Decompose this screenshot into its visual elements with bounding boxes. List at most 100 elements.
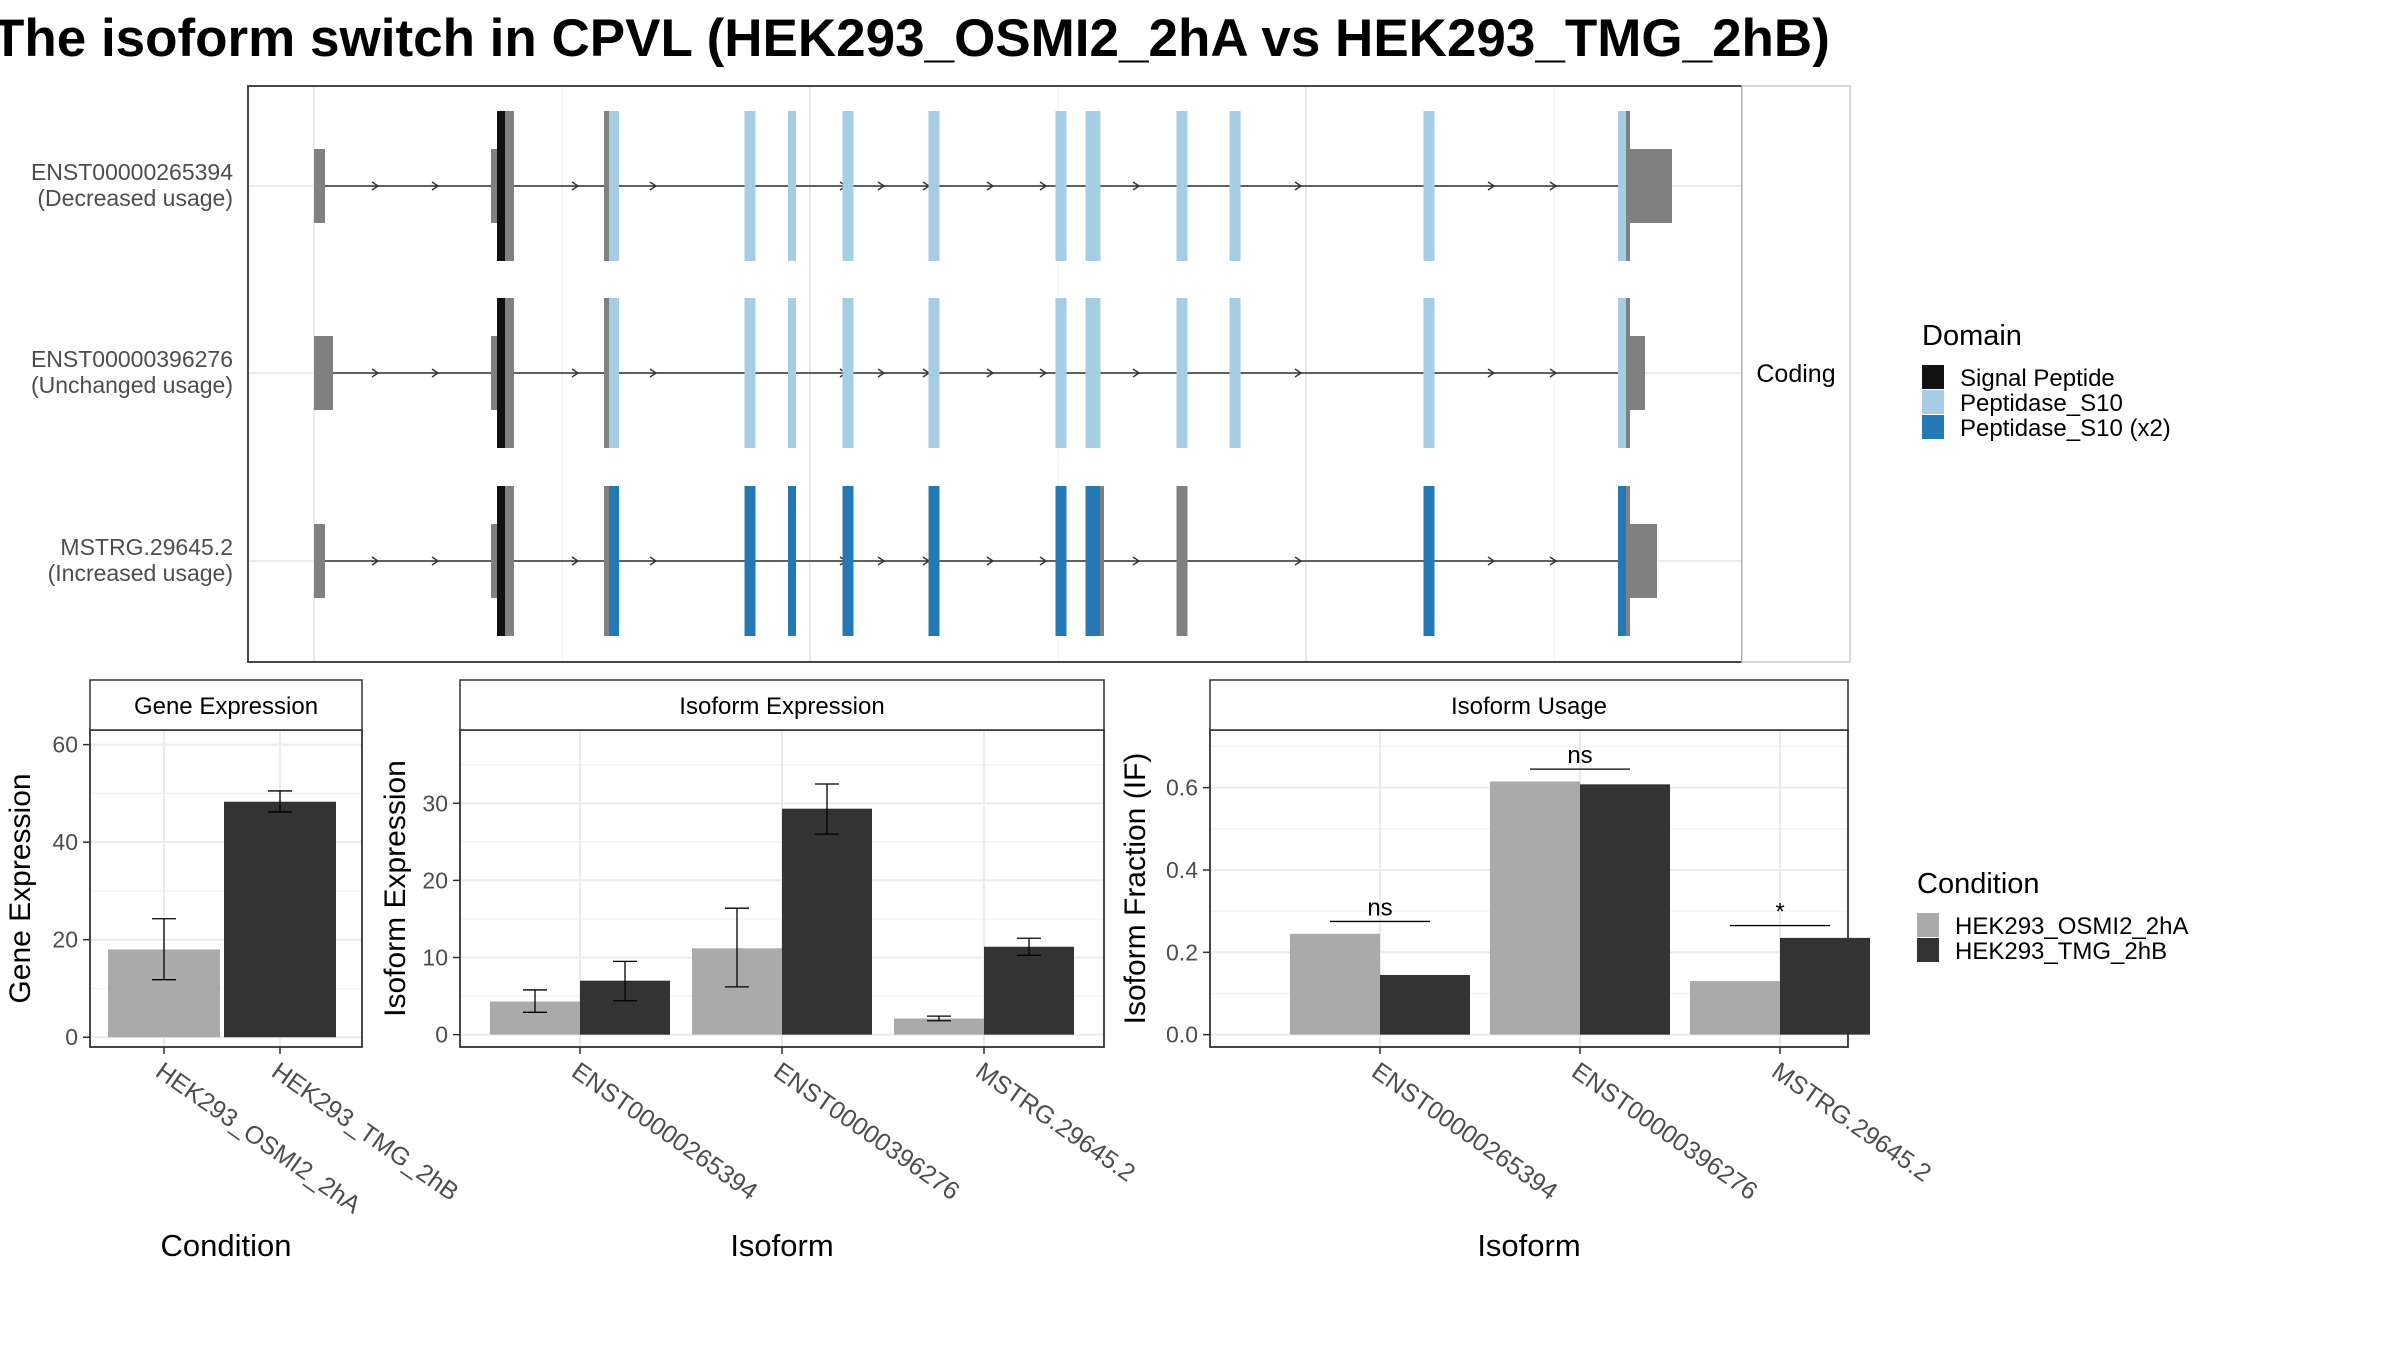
direction-arrow xyxy=(371,556,380,566)
x-tick-label: ENST00000396276 xyxy=(769,1057,965,1206)
direction-arrow xyxy=(571,556,580,566)
legend-label-peptidase-s10-x2: Peptidase_S10 (x2) xyxy=(1960,415,2171,442)
peptidase-domain xyxy=(1618,111,1626,261)
last-exon-utr xyxy=(1630,524,1657,598)
y-tick-label: 0 xyxy=(65,1024,78,1050)
condition-legend: Condition HEK293_OSMI2_2hA HEK293_TMG_2h… xyxy=(1917,868,2188,965)
peptidase-domain xyxy=(1423,486,1435,636)
y-tick-label: 0.4 xyxy=(1166,857,1198,883)
bar-MSTRG.29645.2-1 xyxy=(984,946,1074,1035)
legend-key-peptidase-s10-x2 xyxy=(1922,415,1944,439)
direction-arrow xyxy=(1294,181,1303,191)
y-tick-label: 10 xyxy=(422,945,448,971)
peptidase-domain xyxy=(1618,486,1626,636)
isoform-usage-panel: ns ns * Isoform Usage 0.0 0.2 0.4 0.6 ENST000002… xyxy=(1119,679,1937,1263)
peptidase-domain xyxy=(1055,486,1067,636)
x-axis-title: Isoform xyxy=(730,1228,833,1263)
peptidase-domain xyxy=(1085,298,1101,448)
peptidase-domain xyxy=(1423,298,1435,448)
peptidase-domain xyxy=(928,111,940,261)
peptidase-domain xyxy=(842,111,854,261)
direction-arrow xyxy=(371,181,380,191)
legend-key-peptidase-s10 xyxy=(1922,390,1944,414)
last-exon-utr xyxy=(1630,336,1645,410)
signal-peptide-domain xyxy=(497,298,506,448)
panel-title: Isoform Expression xyxy=(679,693,884,720)
exon-utr-part xyxy=(491,336,500,410)
direction-arrow xyxy=(1487,556,1496,566)
exon-coding-part xyxy=(604,111,609,261)
y-tick-label: 0.2 xyxy=(1166,939,1198,965)
legend-key-condition-b xyxy=(1917,938,1939,962)
peptidase-domain xyxy=(1176,486,1188,636)
panel-title-strip xyxy=(1209,679,1849,731)
direction-arrow xyxy=(1487,181,1496,191)
direction-arrow xyxy=(649,556,658,566)
y-axis-title: Gene Expression xyxy=(4,773,37,1003)
peptidase-domain xyxy=(1229,298,1241,448)
direction-arrow xyxy=(431,368,440,378)
peptidase-domain xyxy=(744,298,756,448)
direction-arrow xyxy=(431,556,440,566)
figure-title: The isoform switch in CPVL (HEK293_OSMI2… xyxy=(0,9,1830,68)
x-tick-label: MSTRG.29645.2 xyxy=(1767,1057,1937,1188)
peptidase-domain xyxy=(1176,111,1188,261)
y-axis-title: Isoform Expression xyxy=(379,760,412,1017)
direction-arrow xyxy=(649,368,658,378)
direction-arrow xyxy=(986,556,995,566)
direction-arrow xyxy=(1132,556,1141,566)
transcript-track-0 xyxy=(314,111,1672,261)
direction-arrow xyxy=(571,181,580,191)
exon-coding-part xyxy=(505,111,514,261)
transcript-track-2 xyxy=(314,486,1657,636)
direction-arrow xyxy=(986,368,995,378)
transcript-id-label: ENST00000396276 xyxy=(31,346,233,372)
transcript-id-label: ENST00000265394 xyxy=(31,159,233,185)
y-tick-label: 20 xyxy=(422,867,448,893)
y-tick-label: 30 xyxy=(422,790,448,816)
panel-title: Isoform Usage xyxy=(1451,693,1607,720)
peptidase-domain xyxy=(842,486,854,636)
legend-label-condition-a: HEK293_OSMI2_2hA xyxy=(1955,913,2188,940)
peptidase-domain xyxy=(928,298,940,448)
x-tick-label: HEK293_TMG_2hB xyxy=(267,1057,464,1207)
peptidase-domain xyxy=(609,111,619,261)
domain-legend-title: Domain xyxy=(1922,320,2022,352)
structure-panel: Coding ENST00000265394(Decreased usage) E… xyxy=(31,85,1851,663)
exon-coding-part xyxy=(505,298,514,448)
peptidase-domain xyxy=(609,298,619,448)
x-tick-label: MSTRG.29645.2 xyxy=(971,1057,1141,1188)
direction-arrow xyxy=(1549,368,1558,378)
direction-arrow xyxy=(1487,368,1496,378)
bar-ENST00000396276-1 xyxy=(782,808,872,1035)
direction-arrow xyxy=(1294,368,1303,378)
signal-peptide-domain xyxy=(497,486,506,636)
peptidase-domain xyxy=(788,486,796,636)
signal-peptide-domain xyxy=(497,111,506,261)
exon-coding-part xyxy=(505,486,514,636)
transcript-id-label: MSTRG.29645.2 xyxy=(60,534,233,560)
exon-coding-part xyxy=(1626,298,1630,448)
direction-arrow xyxy=(1039,556,1048,566)
first-exon xyxy=(314,149,325,223)
direction-arrow xyxy=(649,181,658,191)
isoform-expression-panel: Isoform Expression 0 10 20 30 ENST00000265394… xyxy=(379,679,1141,1263)
direction-arrow xyxy=(431,181,440,191)
legend-key-condition-a xyxy=(1917,913,1939,937)
direction-arrow xyxy=(877,556,886,566)
significance-label: * xyxy=(1775,899,1784,926)
exon-utr-part xyxy=(491,149,500,223)
peptidase-domain xyxy=(788,298,796,448)
y-tick-label: 60 xyxy=(52,732,78,758)
direction-arrow xyxy=(1549,181,1558,191)
transcript-track-1 xyxy=(314,298,1645,448)
direction-arrow xyxy=(1294,556,1303,566)
bar-MSTRG.29645.2-0 xyxy=(894,1018,984,1035)
x-tick-label: ENST00000396276 xyxy=(1567,1057,1763,1206)
peptidase-domain xyxy=(1229,111,1241,261)
exon-coding-part xyxy=(1626,111,1630,261)
direction-arrow xyxy=(877,181,886,191)
legend-label-condition-b: HEK293_TMG_2hB xyxy=(1955,938,2167,965)
direction-arrow xyxy=(371,368,380,378)
